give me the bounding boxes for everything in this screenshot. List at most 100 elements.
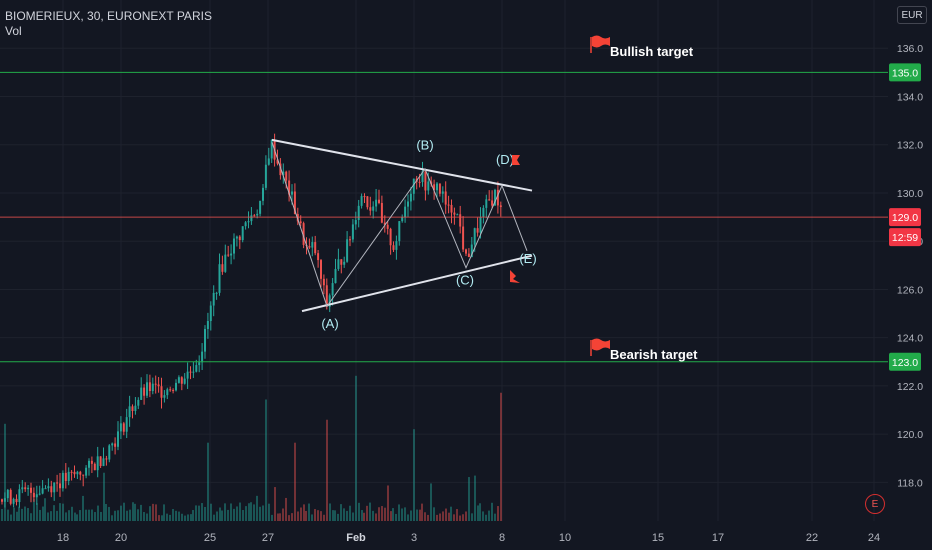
- volume-bar: [132, 502, 134, 521]
- price-tick-label: 120.0: [897, 429, 923, 441]
- volume-bar: [343, 508, 345, 521]
- candle-body: [157, 384, 160, 387]
- bullish-target-label: Bullish target: [610, 44, 694, 59]
- volume-bar: [433, 507, 435, 521]
- candle-body: [378, 199, 380, 203]
- time-tick-label: 22: [806, 532, 818, 544]
- bullish-target-axis-tag: [889, 63, 921, 82]
- volume-bar: [53, 505, 55, 521]
- volume-bar: [384, 507, 386, 521]
- candle-body: [163, 395, 166, 398]
- candle-body: [111, 443, 114, 446]
- candle-body: [488, 199, 491, 201]
- volume-bar: [442, 511, 444, 521]
- time-tick-label: 15: [652, 532, 664, 544]
- candle-body: [476, 228, 479, 233]
- candle-body: [334, 268, 337, 284]
- candle-body: [447, 204, 450, 206]
- candle-body: [407, 201, 409, 207]
- candle-body: [328, 295, 331, 307]
- time-tick-label: 24: [868, 532, 880, 544]
- candle-body: [482, 207, 485, 217]
- candle-body: [41, 488, 44, 494]
- volume-bar: [395, 513, 397, 521]
- volume-bar: [44, 498, 46, 521]
- volume-bar: [291, 513, 293, 521]
- candle-body: [151, 383, 154, 392]
- volume-bar: [175, 510, 177, 521]
- price-axis: [888, 0, 932, 550]
- volume-bar: [62, 503, 64, 521]
- candle-body: [444, 191, 447, 205]
- volume-bar: [468, 477, 470, 521]
- volume-bar: [358, 502, 360, 521]
- candle-body: [421, 171, 424, 183]
- candle-body: [59, 483, 61, 489]
- volume-bar: [392, 508, 394, 521]
- candle-body: [18, 489, 21, 503]
- candle-body: [360, 196, 363, 206]
- volume-bar: [436, 514, 438, 521]
- candle-body: [256, 213, 259, 216]
- candle-body: [114, 443, 117, 447]
- time-tick-label: Feb: [346, 532, 366, 544]
- candle-body: [224, 254, 227, 272]
- volume-bar: [363, 512, 365, 521]
- volume-bar: [216, 511, 218, 521]
- candle-body: [262, 187, 264, 201]
- candle-body: [76, 471, 79, 475]
- volume-bar: [33, 498, 35, 521]
- price-tick-label: 136.0: [897, 43, 923, 55]
- candle-body: [250, 215, 253, 222]
- candle-body: [398, 221, 401, 242]
- candle-body: [143, 387, 146, 396]
- candle-body: [53, 482, 56, 493]
- candle-body: [99, 456, 102, 467]
- candle-body: [395, 241, 398, 250]
- volume-bar: [268, 503, 270, 521]
- volume-bar: [320, 511, 322, 521]
- volume-bar: [413, 429, 415, 521]
- candle-body: [12, 498, 15, 504]
- candle-body: [424, 171, 427, 191]
- candle-body: [346, 239, 349, 262]
- volume-bar: [198, 505, 200, 521]
- candle-body: [241, 226, 244, 241]
- candle-body: [235, 236, 238, 239]
- candle-body: [337, 259, 340, 269]
- candle-body: [15, 498, 18, 503]
- volume-bar: [27, 508, 29, 521]
- candle-body: [253, 215, 256, 217]
- volume-bar: [375, 513, 377, 521]
- wave-label-a: (A): [321, 316, 338, 331]
- candle-body: [496, 189, 499, 206]
- candle-body: [204, 328, 206, 352]
- candle-body: [401, 217, 404, 222]
- volume-bar: [10, 514, 12, 521]
- volume-bar: [239, 502, 241, 521]
- volume-bar: [378, 507, 380, 521]
- volume-bar: [323, 514, 325, 521]
- events-icon[interactable]: E: [865, 494, 885, 514]
- volume-bar: [155, 504, 157, 521]
- volume-bar: [474, 475, 476, 521]
- volume-bar: [288, 515, 290, 521]
- candle-body: [56, 482, 59, 484]
- currency-button[interactable]: EUR: [897, 6, 927, 24]
- volume-bar: [201, 503, 203, 521]
- candle-body: [369, 207, 372, 211]
- volume-bar: [192, 510, 194, 521]
- volume-bar: [187, 514, 189, 521]
- candle-body: [438, 183, 441, 194]
- volume-bar: [448, 512, 450, 521]
- candle-body: [177, 377, 180, 383]
- volume-bar: [143, 512, 145, 521]
- candle-body: [308, 246, 311, 248]
- volume-bar: [242, 509, 244, 521]
- candle-body: [436, 183, 438, 191]
- candle-body: [148, 382, 151, 392]
- candle-body: [169, 389, 172, 391]
- bar-countdown-tag: [889, 228, 921, 247]
